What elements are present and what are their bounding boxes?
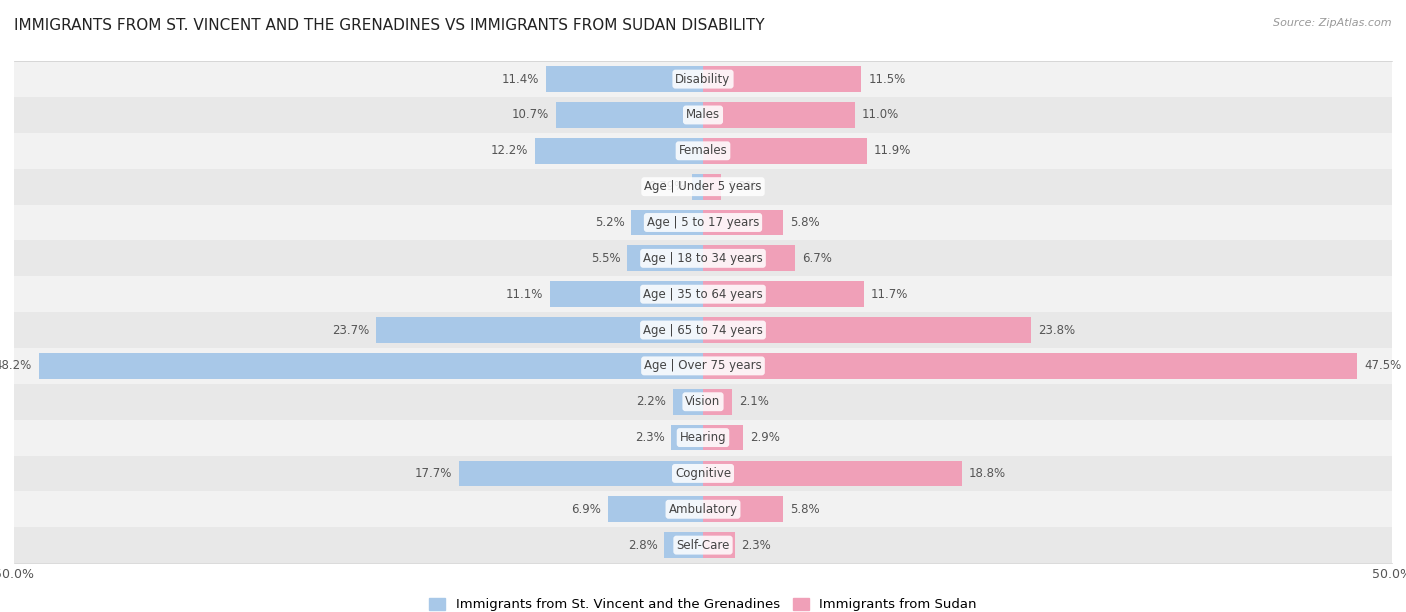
Text: Males: Males bbox=[686, 108, 720, 121]
Text: 2.9%: 2.9% bbox=[749, 431, 780, 444]
Bar bbox=[14, 276, 1392, 312]
Bar bbox=[631, 209, 703, 236]
Text: Age | 65 to 74 years: Age | 65 to 74 years bbox=[643, 324, 763, 337]
Text: 5.5%: 5.5% bbox=[591, 252, 620, 265]
Text: 10.7%: 10.7% bbox=[512, 108, 548, 121]
Bar bbox=[14, 97, 1392, 133]
Text: Age | Under 5 years: Age | Under 5 years bbox=[644, 180, 762, 193]
Bar bbox=[14, 348, 1392, 384]
Bar bbox=[703, 174, 721, 200]
Bar bbox=[14, 455, 1392, 491]
Text: Ambulatory: Ambulatory bbox=[668, 503, 738, 516]
Text: Females: Females bbox=[679, 144, 727, 157]
Bar bbox=[546, 66, 703, 92]
Bar bbox=[703, 282, 865, 307]
Bar bbox=[534, 138, 703, 164]
Text: 2.2%: 2.2% bbox=[636, 395, 666, 408]
Bar bbox=[703, 66, 862, 92]
Text: 2.8%: 2.8% bbox=[628, 539, 658, 551]
Text: 1.3%: 1.3% bbox=[728, 180, 758, 193]
Bar bbox=[607, 496, 703, 522]
Bar bbox=[703, 102, 855, 128]
Bar bbox=[14, 527, 1392, 563]
Text: 2.3%: 2.3% bbox=[741, 539, 772, 551]
Bar bbox=[14, 384, 1392, 420]
Text: 11.7%: 11.7% bbox=[872, 288, 908, 300]
Bar bbox=[665, 532, 703, 558]
Bar bbox=[39, 353, 703, 379]
Bar bbox=[14, 491, 1392, 527]
Bar bbox=[703, 425, 742, 450]
Bar bbox=[672, 389, 703, 415]
Text: 5.2%: 5.2% bbox=[595, 216, 624, 229]
Bar bbox=[703, 496, 783, 522]
Bar bbox=[703, 532, 735, 558]
Text: Cognitive: Cognitive bbox=[675, 467, 731, 480]
Text: 48.2%: 48.2% bbox=[0, 359, 32, 372]
Text: 11.1%: 11.1% bbox=[506, 288, 543, 300]
Bar bbox=[703, 138, 868, 164]
Text: 11.9%: 11.9% bbox=[875, 144, 911, 157]
Bar bbox=[555, 102, 703, 128]
Text: 23.8%: 23.8% bbox=[1038, 324, 1076, 337]
Text: 5.8%: 5.8% bbox=[790, 216, 820, 229]
Text: 2.3%: 2.3% bbox=[634, 431, 665, 444]
Text: 0.79%: 0.79% bbox=[648, 180, 685, 193]
Legend: Immigrants from St. Vincent and the Grenadines, Immigrants from Sudan: Immigrants from St. Vincent and the Gren… bbox=[425, 592, 981, 612]
Text: Disability: Disability bbox=[675, 73, 731, 86]
Bar bbox=[14, 133, 1392, 169]
Bar bbox=[703, 209, 783, 236]
Bar bbox=[14, 241, 1392, 276]
Text: IMMIGRANTS FROM ST. VINCENT AND THE GRENADINES VS IMMIGRANTS FROM SUDAN DISABILI: IMMIGRANTS FROM ST. VINCENT AND THE GREN… bbox=[14, 18, 765, 34]
Bar bbox=[703, 317, 1031, 343]
Text: 23.7%: 23.7% bbox=[332, 324, 370, 337]
Text: Hearing: Hearing bbox=[679, 431, 727, 444]
Text: 2.1%: 2.1% bbox=[738, 395, 769, 408]
Bar bbox=[14, 204, 1392, 241]
Text: 18.8%: 18.8% bbox=[969, 467, 1007, 480]
Bar bbox=[550, 282, 703, 307]
Bar bbox=[14, 312, 1392, 348]
Text: 11.5%: 11.5% bbox=[869, 73, 905, 86]
Text: Self-Care: Self-Care bbox=[676, 539, 730, 551]
Text: 12.2%: 12.2% bbox=[491, 144, 529, 157]
Text: 6.7%: 6.7% bbox=[803, 252, 832, 265]
Bar bbox=[14, 420, 1392, 455]
Text: Age | 18 to 34 years: Age | 18 to 34 years bbox=[643, 252, 763, 265]
Bar bbox=[703, 460, 962, 487]
Bar bbox=[377, 317, 703, 343]
Text: 11.4%: 11.4% bbox=[502, 73, 538, 86]
Text: Vision: Vision bbox=[685, 395, 721, 408]
Text: 47.5%: 47.5% bbox=[1364, 359, 1402, 372]
Text: 11.0%: 11.0% bbox=[862, 108, 898, 121]
Bar bbox=[460, 460, 703, 487]
Bar bbox=[703, 353, 1358, 379]
Bar bbox=[703, 389, 733, 415]
Text: 17.7%: 17.7% bbox=[415, 467, 453, 480]
Bar bbox=[627, 245, 703, 271]
Text: 6.9%: 6.9% bbox=[571, 503, 600, 516]
Text: 5.8%: 5.8% bbox=[790, 503, 820, 516]
Bar bbox=[14, 169, 1392, 204]
Text: Age | Over 75 years: Age | Over 75 years bbox=[644, 359, 762, 372]
Bar bbox=[14, 61, 1392, 97]
Text: Age | 5 to 17 years: Age | 5 to 17 years bbox=[647, 216, 759, 229]
Bar bbox=[703, 245, 796, 271]
Bar bbox=[671, 425, 703, 450]
Text: Source: ZipAtlas.com: Source: ZipAtlas.com bbox=[1274, 18, 1392, 28]
Bar bbox=[692, 174, 703, 200]
Text: Age | 35 to 64 years: Age | 35 to 64 years bbox=[643, 288, 763, 300]
